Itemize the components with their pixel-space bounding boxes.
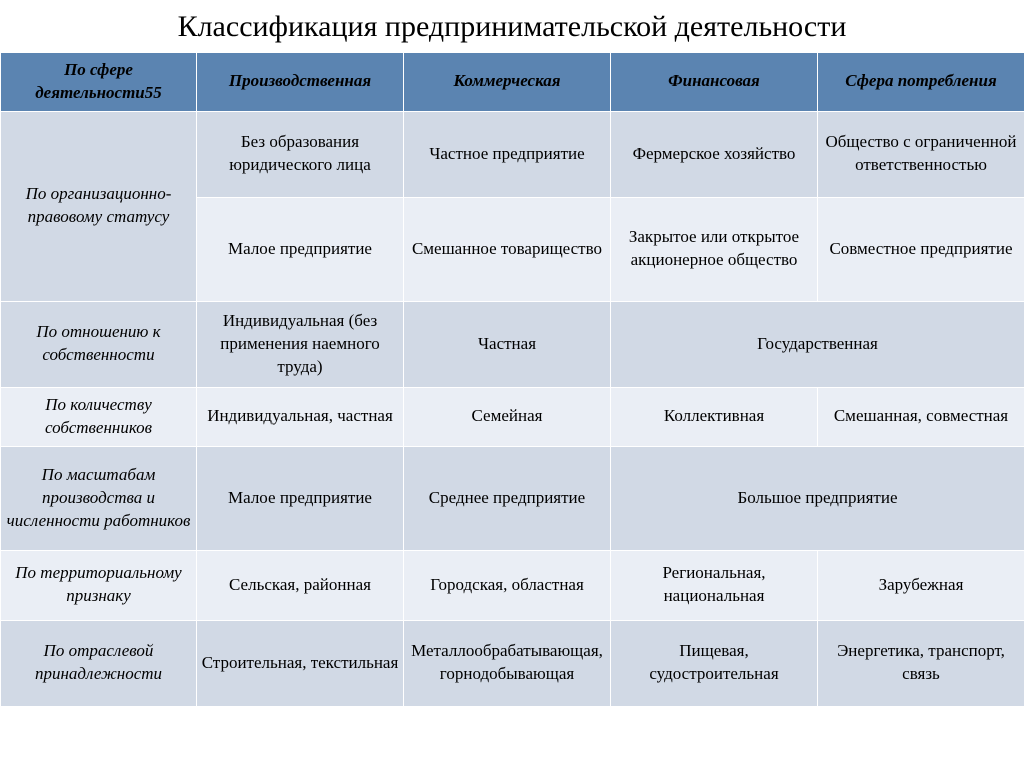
cell-merged: Государственная [611,301,1024,387]
row-label-owners-count: По количеству собственников [1,387,197,446]
cell: Индивидуальная (без применения наемного … [197,301,404,387]
cell: Семейная [404,387,611,446]
page-title: Классификация предпринимательской деятел… [0,0,1024,52]
table-row: По организационно-правовому статусу Без … [1,111,1024,197]
cell: Частная [404,301,611,387]
classification-table: По сфере деятельности55 Производственная… [0,52,1024,707]
cell: Фермерское хозяйство [611,111,818,197]
cell: Коллективная [611,387,818,446]
cell: Среднее предприятие [404,446,611,550]
table-row: По отраслевой принадлежности Строительна… [1,620,1024,706]
cell: Малое предприятие [197,446,404,550]
row-label-territory: По территориальному признаку [1,550,197,620]
row-label-scale: По масштабам производства и численности … [1,446,197,550]
cell: Энергетика, транспорт, связь [818,620,1024,706]
cell: Зарубежная [818,550,1024,620]
header-financial: Финансовая [611,53,818,112]
cell: Малое предприятие [197,197,404,301]
cell: Смешанное товарищество [404,197,611,301]
cell-merged: Большое предприятие [611,446,1024,550]
cell: Пищевая, судостроительная [611,620,818,706]
table-row: По отношению к собственности Индивидуаль… [1,301,1024,387]
cell: Частное предприятие [404,111,611,197]
row-label-legal-status: По организационно-правовому статусу [1,111,197,301]
cell: Строительная, текстильная [197,620,404,706]
row-label-industry: По отраслевой принадлежности [1,620,197,706]
cell: Общество с ограниченной ответственностью [818,111,1024,197]
cell: Индивидуальная, частная [197,387,404,446]
header-sphere: По сфере деятельности55 [1,53,197,112]
cell: Металлообрабатывающая, горнодобывающая [404,620,611,706]
cell: Сельская, районная [197,550,404,620]
table-row: По количеству собственников Индивидуальн… [1,387,1024,446]
table-header-row: По сфере деятельности55 Производственная… [1,53,1024,112]
header-commercial: Коммерческая [404,53,611,112]
cell: Региональная, национальная [611,550,818,620]
header-production: Производственная [197,53,404,112]
cell: Совместное предприятие [818,197,1024,301]
table-row: По масштабам производства и численности … [1,446,1024,550]
header-consumption: Сфера потребления [818,53,1024,112]
row-label-ownership: По отношению к собственности [1,301,197,387]
table-row: По территориальному признаку Сельская, р… [1,550,1024,620]
cell: Закрытое или открытое акционерное общест… [611,197,818,301]
cell: Городская, областная [404,550,611,620]
cell: Без образования юридического лица [197,111,404,197]
cell: Смешанная, совместная [818,387,1024,446]
